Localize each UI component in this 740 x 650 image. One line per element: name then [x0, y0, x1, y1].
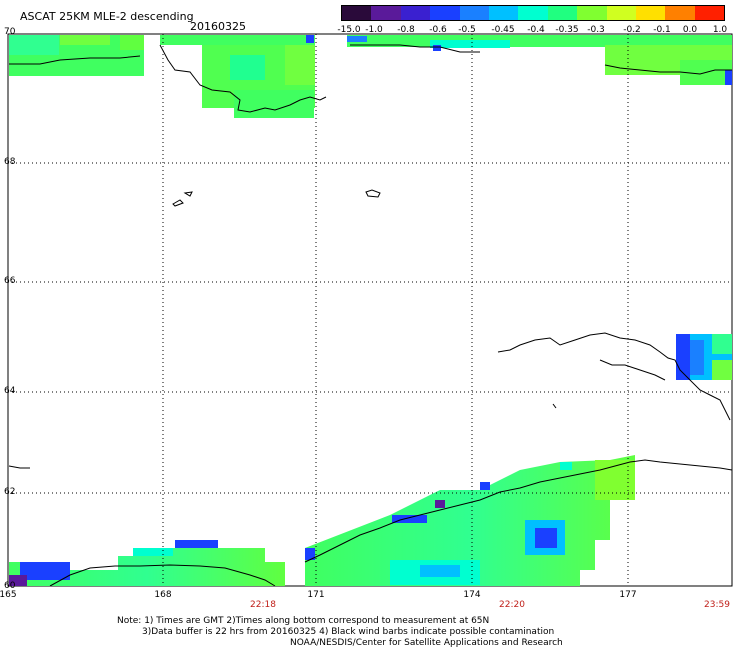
colorbar-swatch: [488, 6, 519, 20]
colorbar-swatch: [694, 6, 725, 20]
latitude-label: 68: [4, 157, 16, 167]
colorbar-label: -15.0: [337, 25, 361, 35]
colorbar-label: -0.35: [555, 25, 579, 35]
colorbar-label: -1.0: [365, 25, 383, 35]
time-label: 22:20: [499, 600, 525, 610]
colorbar-label: -0.4: [527, 25, 545, 35]
colorbar-label: -0.2: [623, 25, 641, 35]
map-frame: [7, 33, 733, 587]
latitude-label: 62: [4, 487, 16, 497]
footnote-line-1: Note: 1) Times are GMT 2)Times along bot…: [117, 616, 490, 626]
colorbar: [341, 5, 725, 21]
footnote-line-2: 3)Data buffer is 22 hrs from 20160325 4)…: [142, 627, 555, 637]
colorbar-swatch: [606, 6, 636, 20]
colorbar-swatch: [635, 6, 666, 20]
colorbar-label: 1.0: [712, 25, 728, 35]
time-label: 22:18: [250, 600, 276, 610]
colorbar-label: 0.0: [682, 25, 698, 35]
product-title: ASCAT 25KM MLE-2 descending: [20, 10, 194, 23]
data-swath-right: [676, 334, 732, 380]
colorbar-swatch: [342, 6, 372, 20]
data-swath-top-left: [9, 35, 315, 118]
latitude-label: 64: [4, 386, 16, 396]
colorbar-swatch: [577, 6, 607, 20]
colorbar-label: -0.6: [429, 25, 447, 35]
colorbar-swatch: [665, 6, 695, 20]
latitude-label: 60: [4, 581, 16, 591]
graticule: [8, 34, 732, 586]
footnote-credit: NOAA/NESDIS/Center for Satellite Applica…: [290, 638, 563, 648]
colorbar-label: -0.45: [491, 25, 515, 35]
colorbar-label: -0.3: [587, 25, 605, 35]
colorbar-label: -0.5: [458, 25, 476, 35]
longitude-label: 168: [154, 590, 172, 600]
longitude-label: 165: [0, 590, 17, 600]
latitude-label: 66: [4, 276, 16, 286]
data-swath-bottom: [9, 455, 635, 586]
latitude-label: 70: [4, 27, 16, 37]
colorbar-label: -0.8: [397, 25, 415, 35]
colorbar-swatch: [518, 6, 548, 20]
colorbar-swatch: [430, 6, 460, 20]
colorbar-swatch: [459, 6, 489, 20]
product-date: 20160325: [190, 20, 246, 33]
colorbar-swatch: [371, 6, 401, 20]
time-label: 23:59: [704, 600, 730, 610]
longitude-label: 171: [307, 590, 325, 600]
longitude-label: 177: [619, 590, 637, 600]
colorbar-swatch: [547, 6, 578, 20]
colorbar-swatch: [400, 6, 431, 20]
longitude-label: 174: [463, 590, 481, 600]
colorbar-label: -0.1: [653, 25, 671, 35]
